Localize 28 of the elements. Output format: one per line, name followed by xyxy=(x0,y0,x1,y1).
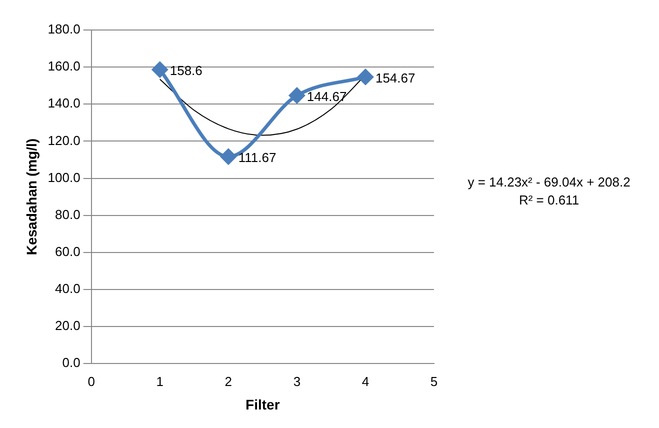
x-tick-label: 3 xyxy=(293,374,301,389)
text: R² = 0.611 xyxy=(518,192,580,208)
text: y = 14.23x² - 69.04x + 208.2 xyxy=(468,174,630,190)
y-tick-label: 20.0 xyxy=(55,318,80,334)
data-label: 111.67 xyxy=(238,150,276,166)
y-tick-label: 0.0 xyxy=(62,355,80,370)
y-tick-label: 120.0 xyxy=(48,132,80,148)
y-tick-label: 60.0 xyxy=(55,244,80,259)
data-label: 154.67 xyxy=(375,70,416,86)
x-tick-label: 2 xyxy=(224,374,232,389)
x-tick-label: 5 xyxy=(430,374,438,389)
y-tick-label: 140.0 xyxy=(48,96,80,111)
y-axis-title: Kesadahan (mg/l) xyxy=(23,138,40,256)
y-tick-label: 180.0 xyxy=(48,22,80,37)
x-tick-label: 4 xyxy=(362,374,370,389)
point xyxy=(358,69,374,85)
y-tick-label: 80.0 xyxy=(55,206,80,222)
x-tick-label: 1 xyxy=(156,374,164,389)
data-label: 158.6 xyxy=(170,63,202,78)
y-tick-label: 160.0 xyxy=(48,58,80,74)
x-tick-label: 0 xyxy=(88,374,95,389)
data-label: 144.67 xyxy=(306,89,347,104)
y-tick-label: 100.0 xyxy=(48,170,80,185)
point xyxy=(289,88,305,104)
point xyxy=(152,62,168,78)
point xyxy=(220,148,236,164)
x-axis-title: Filter xyxy=(246,396,280,412)
y-tick-label: 40.0 xyxy=(55,281,80,296)
